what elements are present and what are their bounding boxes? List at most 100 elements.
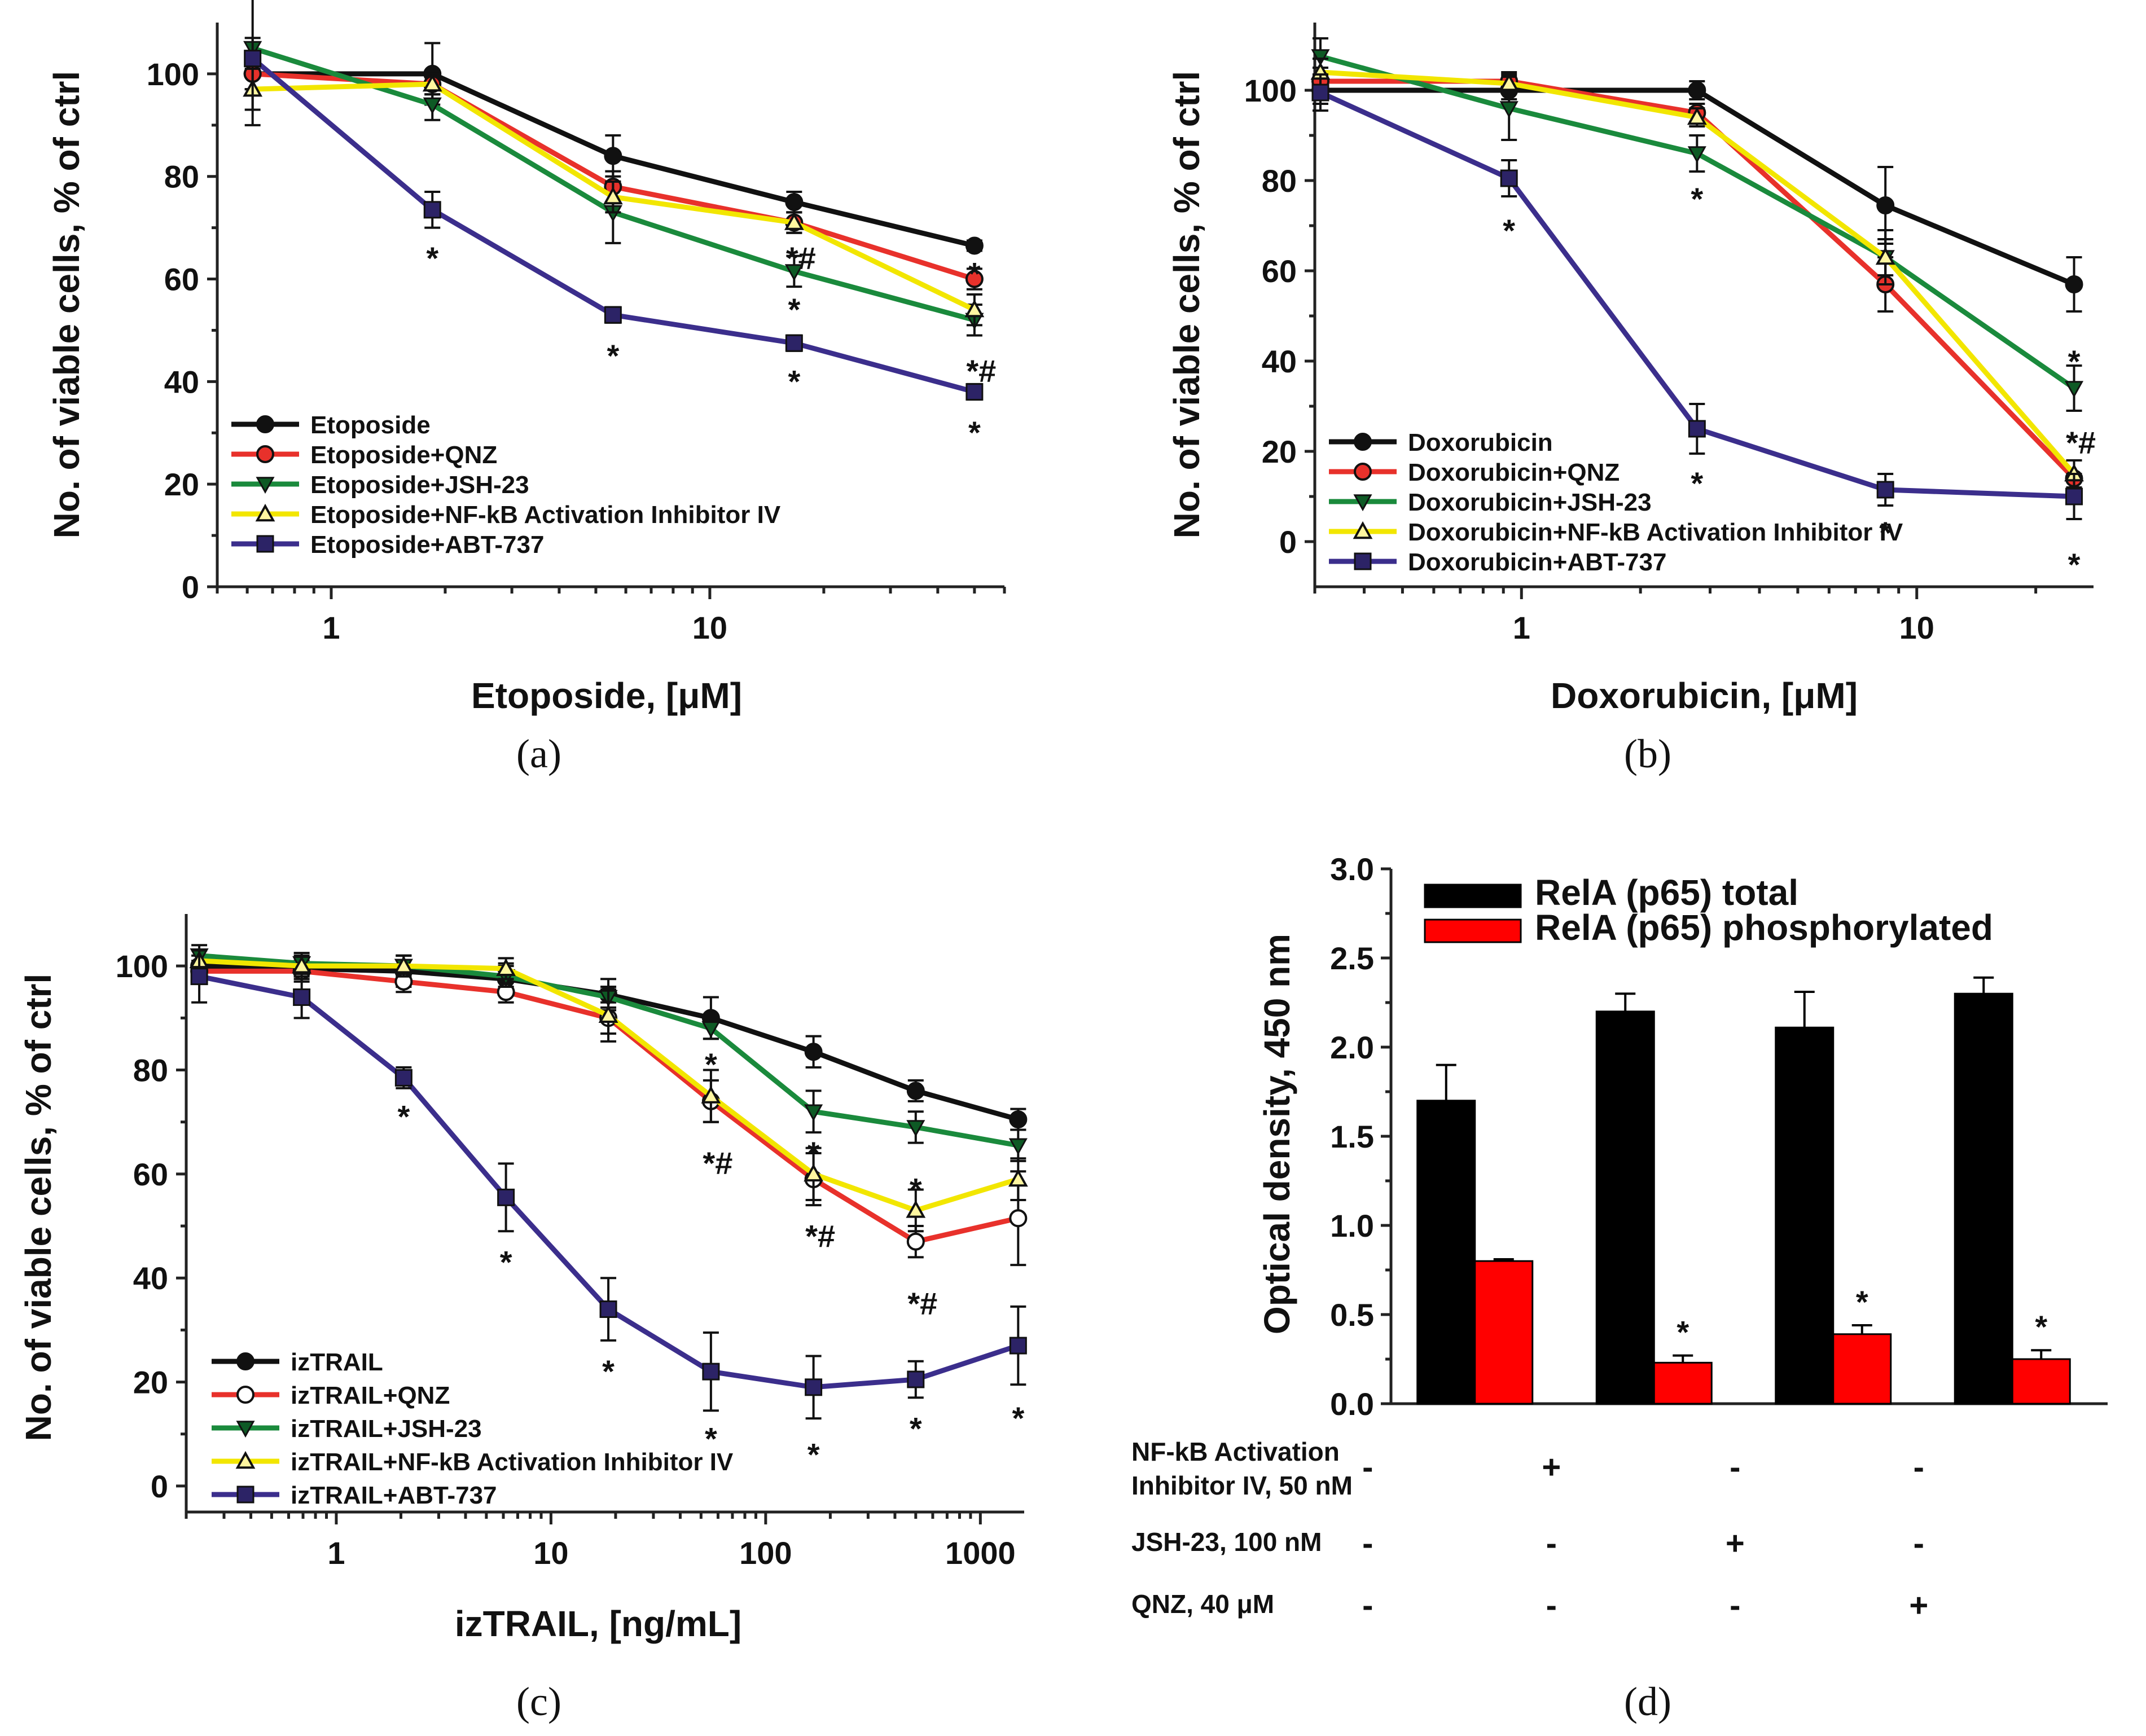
series-5	[190, 949, 1027, 1420]
series-1	[190, 954, 1028, 1131]
significance-marker: *	[426, 240, 438, 276]
data-point	[1499, 73, 1519, 91]
panel-caption: (c)	[516, 1679, 561, 1724]
significance-marker: *	[397, 1098, 410, 1134]
condition-sign: +	[1909, 1587, 1928, 1624]
data-point	[785, 334, 803, 352]
legend-swatch	[1424, 884, 1522, 908]
y-tick-label: 60	[133, 1157, 168, 1192]
significance-marker: *	[910, 1171, 922, 1207]
data-point	[784, 212, 804, 230]
significance-marker: *	[602, 1353, 615, 1389]
y-axis-label: No. of viable cells, % of ctrl	[1166, 71, 1207, 539]
significance-marker: *#	[966, 353, 996, 389]
panel-a-line-chart: 0 20 40 60 80 100 1 10 Etoposide, [μM] No. of via…	[46, 0, 1006, 776]
significance-marker: *	[1503, 213, 1515, 248]
panel-b-line-chart: 0 20 40 60 80 100 1 10 Doxorubicin, [μM] No. of v…	[1166, 23, 2096, 776]
data-point	[804, 1104, 823, 1122]
data-point	[1009, 1337, 1027, 1355]
y-tick-label: 60	[164, 262, 199, 297]
y-tick-label: 0.5	[1330, 1297, 1374, 1333]
y-tick-label: 2.5	[1330, 940, 1374, 976]
data-point	[1354, 433, 1372, 451]
data-point	[906, 1082, 925, 1100]
panel-caption: (a)	[516, 731, 561, 776]
condition-label: JSH-23, 100 nM	[1131, 1527, 1322, 1557]
legend-label: Etoposide+NF-kB Activation Inhibitor IV	[310, 501, 781, 529]
legend-label: Doxorubicin+NF-kB Activation Inhibitor I…	[1408, 518, 1903, 546]
x-tick-label: 1	[322, 610, 340, 645]
x-axis-label: Etoposide, [μM]	[471, 675, 742, 716]
legend-label: RelA (p65) total	[1535, 872, 1798, 913]
significance-marker: *	[705, 1047, 717, 1082]
y-axis-label: No. of viable cells, % of ctrl	[18, 974, 59, 1441]
data-point	[1353, 521, 1373, 539]
significance-marker: *	[910, 1410, 922, 1446]
data-point	[804, 1163, 824, 1182]
data-point	[785, 193, 804, 212]
significance-marker: *#	[786, 240, 816, 276]
data-point	[292, 956, 312, 974]
data-point	[1687, 146, 1706, 164]
series-3	[190, 944, 1028, 1162]
bar-phosphorylated	[2011, 1358, 2071, 1405]
data-point	[965, 270, 984, 288]
data-point	[256, 415, 274, 433]
data-point	[496, 958, 516, 976]
significance-marker: *	[2035, 1309, 2047, 1344]
data-point	[907, 1370, 925, 1388]
bar-total	[1595, 1010, 1655, 1405]
data-point	[906, 1232, 925, 1251]
data-point	[604, 306, 622, 324]
data-point	[255, 503, 275, 522]
y-tick-label: 1.0	[1330, 1208, 1374, 1243]
significance-marker: *#	[907, 1286, 937, 1321]
x-tick-label: 100	[739, 1535, 792, 1571]
data-point	[603, 186, 623, 205]
significance-marker: *	[2068, 344, 2081, 379]
y-tick-label: 0	[151, 1469, 168, 1504]
significance-marker: *	[808, 1135, 820, 1171]
data-point	[1009, 1110, 1028, 1129]
panel-caption: (d)	[1624, 1679, 1671, 1724]
data-point	[1499, 101, 1519, 118]
significance-marker: *	[968, 256, 981, 291]
condition-sign: +	[1542, 1449, 1561, 1486]
y-tick-label: 40	[1262, 344, 1297, 379]
condition-sign: -	[1914, 1525, 1924, 1562]
data-point	[1311, 83, 1329, 102]
significance-marker: *#	[805, 1218, 835, 1254]
data-point	[497, 1188, 515, 1206]
x-tick-label: 1000	[945, 1535, 1016, 1571]
x-tick-label: 10	[533, 1535, 568, 1571]
significance-marker: *	[705, 1421, 717, 1457]
data-point	[2065, 487, 2083, 506]
significance-marker: *	[808, 1436, 820, 1472]
data-point	[235, 1451, 256, 1469]
y-tick-label: 20	[164, 467, 199, 502]
data-point	[784, 264, 804, 281]
panel-d-bar-chart: 0.0 0.5 1.0 1.5 2.0 2.5 3.0 Optical density, 45…	[1131, 851, 2108, 1724]
condition-label: QNZ, 40 μM	[1131, 1589, 1274, 1619]
bar-phosphorylated	[1653, 1361, 1713, 1405]
x-tick-label: 10	[1899, 610, 1934, 645]
data-point	[906, 1200, 926, 1218]
significance-marker: *	[1879, 515, 1892, 551]
significance-marker: *	[1691, 465, 1703, 501]
data-point	[1500, 169, 1518, 187]
legend-label: Etoposide+JSH-23	[310, 471, 529, 499]
x-tick-label: 1	[327, 1535, 345, 1571]
data-point	[1688, 81, 1706, 99]
data-point	[966, 383, 984, 401]
data-point	[1876, 196, 1895, 214]
legend-label: Etoposide+QNZ	[310, 441, 497, 469]
legend-label: izTRAIL	[291, 1348, 383, 1376]
y-tick-label: 20	[133, 1365, 168, 1400]
data-point	[598, 1005, 618, 1023]
condition-sign: -	[1546, 1525, 1557, 1562]
data-point	[1688, 420, 1706, 438]
data-point	[599, 1300, 617, 1319]
data-point	[422, 73, 442, 92]
y-tick-label: 100	[147, 56, 199, 92]
significance-marker: *	[607, 338, 619, 373]
